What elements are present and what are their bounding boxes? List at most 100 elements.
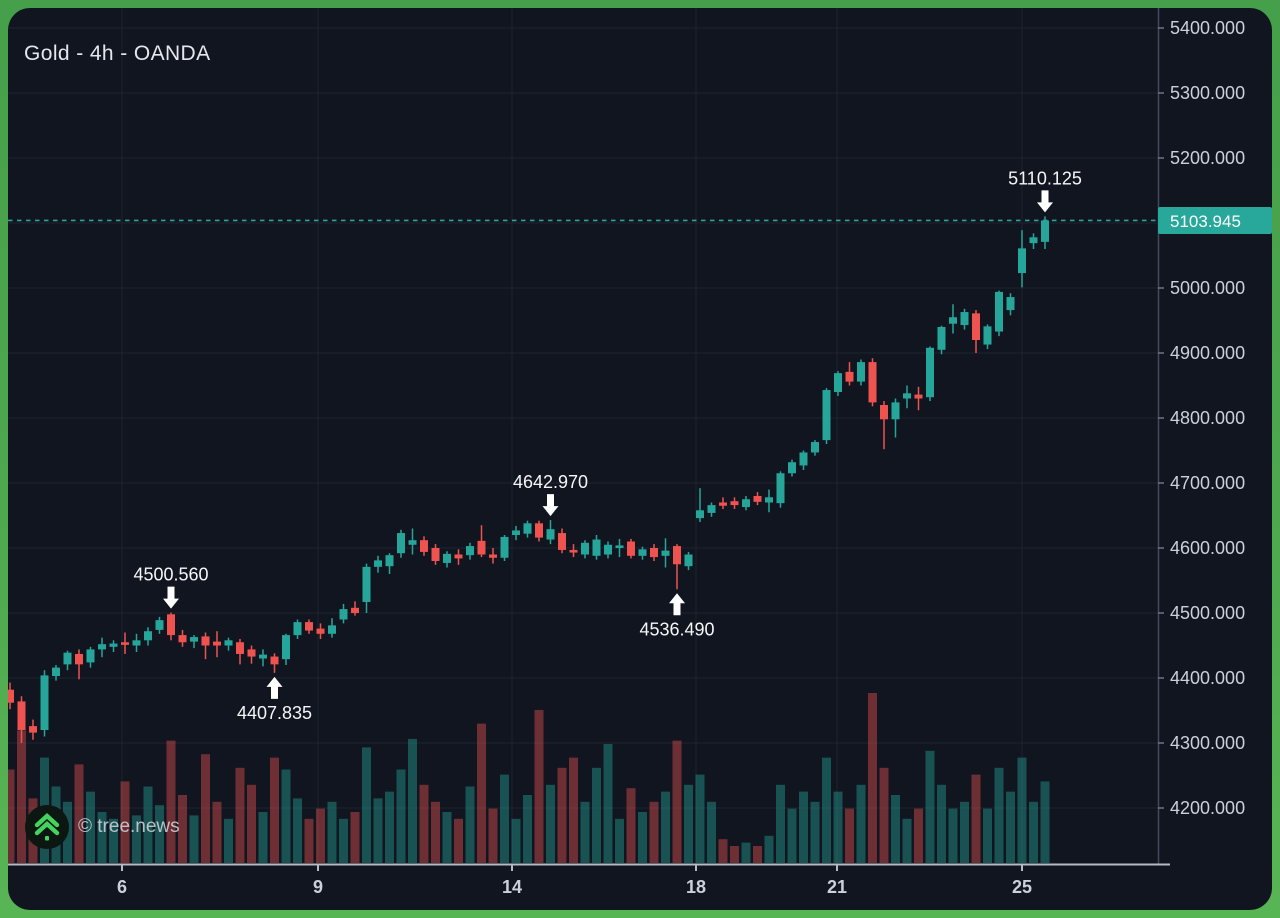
volume-bar bbox=[822, 757, 831, 863]
candle bbox=[627, 541, 635, 556]
volume-bar bbox=[500, 774, 509, 863]
time-scale-axis[interactable]: 6 9 14 18 21 25 bbox=[8, 863, 1170, 897]
candle bbox=[63, 652, 72, 665]
volume-bar bbox=[776, 784, 785, 863]
volume-bar bbox=[8, 769, 15, 863]
candle bbox=[132, 640, 141, 646]
candlestick-chart[interactable]: 5110.125 4642.970 4500.560 4536.490 4407.835… bbox=[8, 8, 1272, 910]
volume-bar bbox=[523, 795, 532, 863]
candle bbox=[811, 442, 819, 453]
volume-bar bbox=[166, 740, 176, 863]
volume-bar bbox=[534, 710, 544, 863]
chart-surface: 5110.125 4642.970 4500.560 4536.490 4407.835… bbox=[8, 8, 1272, 910]
candle bbox=[339, 609, 348, 620]
candle bbox=[926, 347, 934, 398]
volume-bar bbox=[971, 774, 981, 863]
price-scale-axis[interactable]: 5400.000 5300.000 5200.000 5000.000 4900.000… bbox=[1157, 8, 1272, 864]
volume-bar bbox=[362, 747, 371, 863]
volume-bar bbox=[224, 818, 233, 863]
volume-bar bbox=[132, 815, 141, 863]
volume-bar bbox=[891, 795, 900, 863]
volume-bar bbox=[902, 818, 912, 863]
volume-bar bbox=[270, 757, 279, 863]
tree-news-logo-icon bbox=[25, 805, 69, 849]
volume-bar bbox=[718, 839, 728, 863]
price-tick-label: 4500.000 bbox=[1170, 603, 1245, 623]
watermark-text: © tree.news bbox=[78, 816, 180, 837]
volume-bar bbox=[293, 798, 302, 863]
candle bbox=[512, 530, 520, 536]
volume-bar bbox=[695, 774, 705, 863]
volume-bar bbox=[764, 835, 774, 863]
candle bbox=[615, 545, 624, 549]
volume-bar bbox=[247, 784, 256, 863]
tree-chevrons-up-icon bbox=[34, 813, 60, 841]
candle bbox=[730, 501, 739, 506]
volume-bar bbox=[925, 750, 935, 863]
candle bbox=[443, 553, 451, 563]
candle bbox=[420, 540, 428, 552]
volume-bar bbox=[948, 808, 958, 863]
volume-bar bbox=[753, 846, 762, 863]
candle bbox=[742, 499, 750, 508]
last-price-badge bbox=[1158, 206, 1272, 234]
candle bbox=[696, 510, 704, 519]
candle bbox=[293, 622, 302, 636]
candle bbox=[799, 452, 808, 466]
chart-title: Gold - 4h - OANDA bbox=[24, 42, 211, 65]
candle bbox=[385, 555, 394, 567]
candle bbox=[650, 548, 658, 558]
volume-bar bbox=[316, 808, 325, 863]
volume-bar bbox=[983, 808, 992, 863]
price-tick-label: 5300.000 bbox=[1170, 83, 1245, 103]
volume-bar bbox=[327, 801, 337, 863]
volume-bar bbox=[1006, 791, 1015, 863]
volume-bar bbox=[120, 781, 130, 863]
volume-bar bbox=[258, 812, 268, 863]
volume-bar bbox=[546, 784, 555, 863]
volume-bar bbox=[730, 846, 739, 863]
candle bbox=[719, 502, 727, 506]
candle bbox=[351, 607, 359, 614]
volume-bar bbox=[707, 801, 716, 863]
candle bbox=[466, 546, 474, 556]
volume-bar bbox=[960, 801, 969, 863]
candle bbox=[868, 362, 877, 403]
candle bbox=[753, 496, 762, 502]
volume-series bbox=[8, 693, 1050, 863]
last-price-badge-label: 5103.945 bbox=[1170, 212, 1241, 231]
candle bbox=[972, 313, 980, 341]
candle bbox=[638, 549, 647, 556]
candle bbox=[86, 649, 95, 663]
candle bbox=[397, 533, 405, 554]
price-tick-label: 5000.000 bbox=[1170, 278, 1245, 298]
candle bbox=[765, 497, 773, 503]
date-tick-label: 18 bbox=[686, 877, 706, 897]
candle bbox=[29, 726, 37, 733]
volume-bar bbox=[661, 791, 670, 863]
date-tick-label: 6 bbox=[117, 877, 127, 897]
volume-bar bbox=[856, 784, 866, 863]
candle bbox=[17, 701, 26, 731]
price-tick-label: 5400.000 bbox=[1170, 18, 1245, 38]
candle bbox=[408, 540, 417, 545]
candle bbox=[40, 675, 49, 731]
candle bbox=[673, 546, 681, 565]
up-arrow-icon bbox=[266, 676, 283, 699]
price-tick-label: 4300.000 bbox=[1170, 733, 1245, 753]
volume-bar bbox=[281, 769, 291, 863]
volume-bar bbox=[638, 812, 647, 863]
volume-bar bbox=[350, 812, 360, 863]
volume-bar bbox=[557, 767, 567, 863]
candle bbox=[845, 371, 854, 382]
volume-bar bbox=[937, 784, 946, 863]
candle bbox=[857, 362, 865, 382]
candle bbox=[937, 327, 946, 350]
candle bbox=[316, 628, 325, 634]
watermark: © tree.news bbox=[25, 805, 180, 849]
candle bbox=[374, 560, 382, 567]
volume-bar bbox=[178, 795, 187, 863]
price-tick-label: 4600.000 bbox=[1170, 538, 1245, 558]
volume-bar bbox=[833, 791, 843, 863]
volume-bar bbox=[189, 815, 199, 863]
